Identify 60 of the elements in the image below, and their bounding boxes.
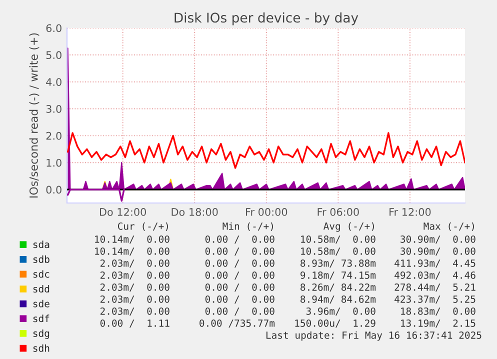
- text: 0.00 / 1.11: [100, 319, 170, 328]
- x-tick-label: Do 18:00: [172, 208, 218, 216]
- line-series: [67, 132, 465, 169]
- text: 0.00 / 0.00: [205, 247, 274, 256]
- text: 8.94m/ 84.62m: [300, 295, 376, 304]
- x-tick-label: Fr 06:00: [318, 208, 359, 216]
- y-axis-title: IOs/second read (-) / write (+): [29, 33, 40, 198]
- text: Min (-/+): [222, 222, 273, 231]
- text: 0.00 / 0.00: [205, 295, 274, 304]
- text: 18.83m/ 0.00: [401, 307, 476, 316]
- text: Avg (-/+): [324, 222, 374, 232]
- text: 150.00u/ 1.29: [295, 319, 376, 328]
- text: 411.93m/ 4.45: [394, 259, 476, 268]
- text: 0.00 / 0.00: [205, 271, 274, 280]
- text: 0.00 /735.77m: [200, 319, 275, 328]
- text: 30.90m/ 0.00: [400, 235, 476, 244]
- x-tick-label: Fr 00:00: [246, 208, 288, 216]
- legend-label: sde: [33, 300, 50, 308]
- text: 0.00 / 0.00: [205, 235, 274, 244]
- text: 423.37m/ 5.25: [394, 295, 476, 304]
- text: 9.18m/ 74.15m: [300, 271, 376, 280]
- y-tick-label: 6.0: [46, 24, 62, 32]
- text: 13.19m/ 2.15: [401, 319, 476, 328]
- text: 0.00 / 0.00: [205, 283, 274, 292]
- legend-label: sdb: [33, 255, 50, 263]
- text: 2.03m/ 0.00: [100, 307, 170, 316]
- text: 8.93m/ 73.88m: [300, 259, 376, 268]
- x-tick-label: Fr 12:00: [390, 208, 431, 216]
- y-tick-label: 5.0: [46, 51, 62, 60]
- y-tick-label: 4.0: [46, 78, 62, 86]
- y-tick-label: 3.0: [46, 104, 62, 113]
- text: 278.44m/ 5.21: [394, 283, 476, 292]
- y-tick-label: 2.0: [46, 132, 62, 140]
- text: Max (-/+): [424, 222, 474, 231]
- text: 8.26m/ 84.22m: [300, 283, 376, 292]
- legend-label: sdf: [33, 314, 50, 322]
- text: 2.03m/ 0.00: [100, 295, 170, 304]
- text: 492.03m/ 4.46: [394, 271, 476, 280]
- chart-title: Disk IOs per device - by day: [174, 12, 358, 26]
- legend-label: sda: [33, 240, 50, 248]
- text: 10.14m/ 0.00: [95, 247, 170, 256]
- y-tick-label: 1.0: [46, 158, 62, 167]
- legend-label: sdd: [33, 285, 50, 293]
- text: 0.00 / 0.00: [205, 307, 274, 316]
- text: 3.96m/ 0.00: [306, 307, 376, 316]
- text: 30.90m/ 0.00: [400, 247, 476, 256]
- text: 10.58m/ 0.00: [301, 247, 376, 256]
- text: 2.03m/ 0.00: [100, 283, 170, 292]
- legend-label: sdc: [33, 270, 50, 278]
- legend-label: sdh: [33, 344, 50, 352]
- text: 2.03m/ 0.00: [100, 259, 170, 268]
- text: 10.58m/ 0.00: [301, 235, 376, 244]
- text: 2.03m/ 0.00: [100, 271, 170, 280]
- x-tick-label: Do 12:00: [100, 208, 146, 216]
- text: Last update: Fri May 16 16:37:41 2025: [266, 331, 482, 341]
- text: Cur (-/+): [118, 222, 168, 231]
- text: 0.00 / 0.00: [205, 259, 274, 268]
- text: 10.14m/ 0.00: [95, 235, 170, 244]
- legend-label: sdg: [33, 329, 50, 339]
- y-tick-label: 0.0: [46, 186, 62, 194]
